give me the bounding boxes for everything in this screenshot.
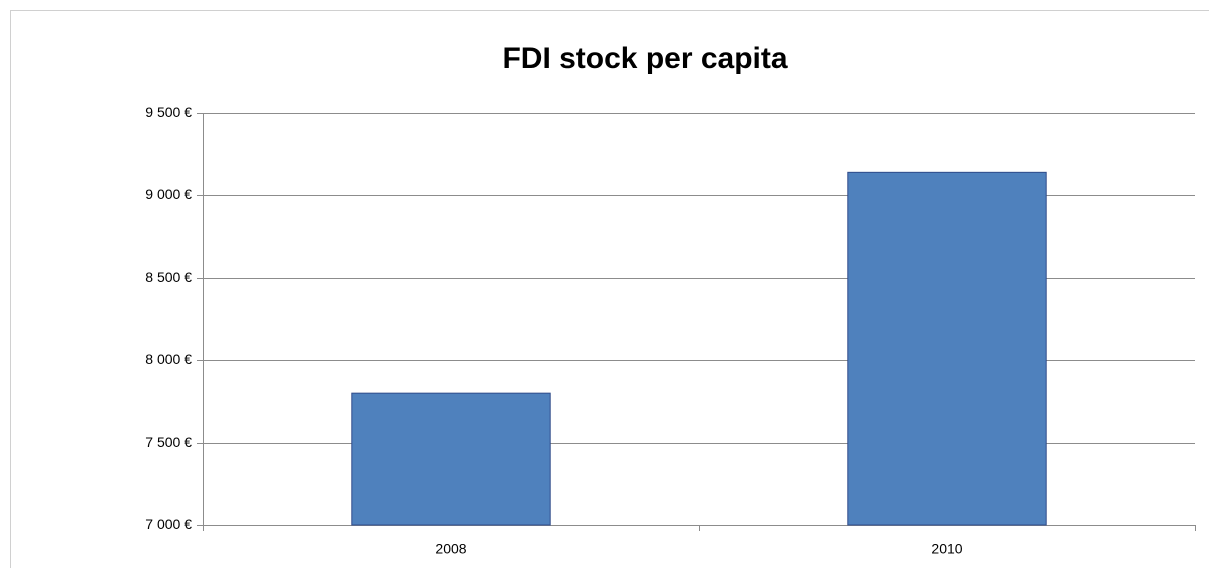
x-tick-label: 2008 bbox=[435, 541, 466, 557]
x-tick-label: 2010 bbox=[931, 541, 962, 557]
y-tick-label: 8 500 € bbox=[145, 269, 192, 285]
bar bbox=[847, 171, 1047, 526]
chart-title: FDI stock per capita bbox=[502, 42, 787, 75]
y-tick-label: 9 500 € bbox=[145, 104, 192, 120]
y-tick-label: 7 000 € bbox=[145, 516, 192, 532]
y-tick-label: 9 000 € bbox=[145, 186, 192, 202]
y-tick-label: 7 500 € bbox=[145, 434, 192, 450]
y-tick-label: 8 000 € bbox=[145, 351, 192, 367]
bar bbox=[351, 392, 551, 526]
